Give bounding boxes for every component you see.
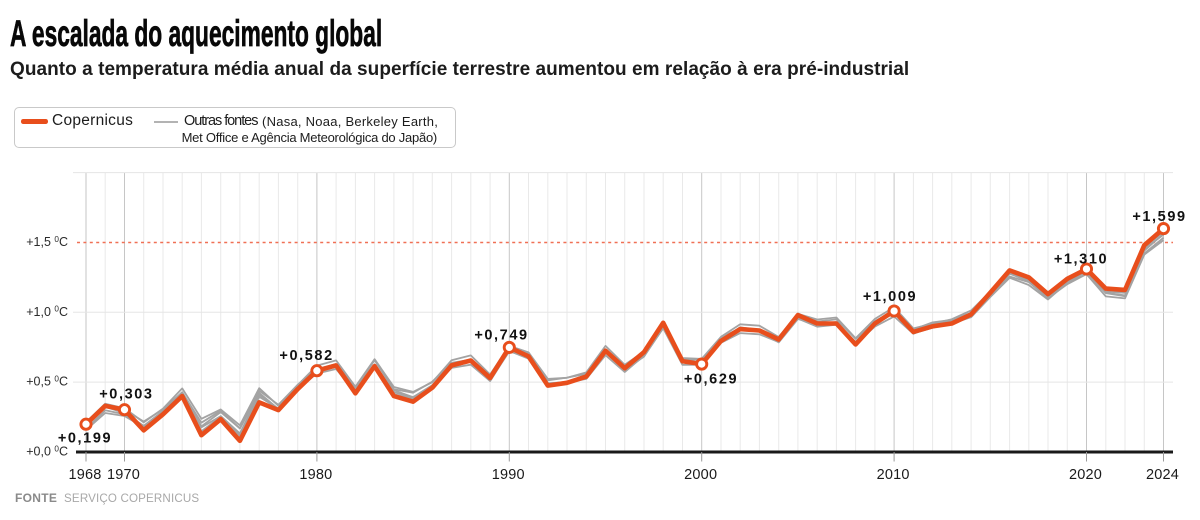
svg-text:1990: 1990 (492, 467, 525, 483)
svg-text:+1,310: +1,310 (1054, 252, 1108, 268)
svg-text:+1,5 0C: +1,5 0C (26, 235, 68, 249)
svg-text:1970: 1970 (107, 467, 140, 483)
svg-text:2020: 2020 (1069, 467, 1102, 483)
svg-text:2024: 2024 (1146, 467, 1179, 483)
svg-text:+0,0 0C: +0,0 0C (26, 444, 68, 458)
svg-text:+0,629: +0,629 (684, 372, 738, 388)
svg-text:2000: 2000 (684, 467, 717, 483)
svg-text:+1,0 0C: +1,0 0C (26, 305, 68, 319)
svg-text:1968: 1968 (68, 467, 101, 483)
svg-text:+0,5 0C: +0,5 0C (26, 375, 68, 389)
svg-text:1980: 1980 (299, 467, 332, 483)
svg-text:+0,199: +0,199 (58, 430, 112, 446)
svg-text:+0,582: +0,582 (279, 348, 333, 364)
svg-text:+1,599: +1,599 (1132, 209, 1186, 225)
svg-text:+1,009: +1,009 (863, 289, 917, 305)
svg-text:+0,749: +0,749 (474, 327, 528, 343)
svg-text:+0,303: +0,303 (99, 387, 153, 403)
svg-text:2010: 2010 (877, 467, 910, 483)
